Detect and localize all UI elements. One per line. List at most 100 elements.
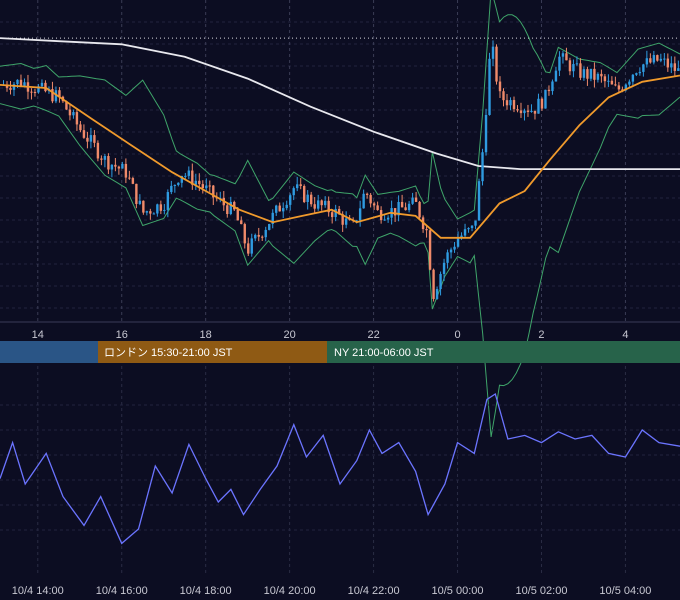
candle-body [502,91,505,101]
candle-body [12,84,16,90]
candle-body [121,163,124,169]
candle-body [264,229,267,238]
candle-body [537,98,540,114]
candle-body [198,180,201,185]
candle-body [376,205,379,211]
osc-x-tick-label: 10/4 22:00 [348,585,400,597]
candle-body [233,201,236,210]
candle-body [177,182,180,185]
candle-body [547,89,551,92]
candle-body [58,90,61,97]
candle-body [44,82,47,92]
candle-body [463,229,467,236]
candle-body [610,80,614,85]
candle-body [666,58,670,68]
candle-body [481,152,484,182]
candle-body [247,243,250,254]
candle-body [187,170,191,176]
candle-body [505,100,509,106]
candle-body [292,188,295,196]
candle-body [37,86,40,93]
candle-body [572,64,575,72]
candle-body [341,214,344,225]
candle-body [54,90,58,102]
candle-body [330,212,334,218]
slow-moving-average [0,37,680,170]
osc-x-tick-label: 10/4 16:00 [96,585,148,597]
candle-body [9,87,12,90]
candle-body [205,185,208,189]
candle-body [135,183,138,204]
candle-body [173,184,177,186]
candle-body [600,73,603,77]
candle-body [306,194,309,203]
candle-body [442,262,446,274]
candle-body [166,192,170,210]
fast-ma-line [0,74,680,239]
grid-lines [0,21,680,323]
candle-body [673,63,677,71]
candle-body [128,177,131,179]
candle-body [191,170,194,185]
candle-body [240,220,243,225]
candle-body [117,166,121,169]
candle-body [453,246,456,250]
candle-body [603,76,607,82]
candle-body [201,184,204,189]
candle-body [526,110,530,112]
candle-body [656,55,659,61]
candle-body [663,58,666,60]
candle-body [383,219,386,221]
candle-body [337,208,341,215]
candle-body [638,71,642,74]
candle-body [124,163,128,178]
candle-body [33,92,37,94]
candle-body [369,194,372,204]
candle-body [568,60,572,72]
price-x-tick-label: 18 [200,329,212,341]
candle-body [278,205,281,212]
candle-body [558,56,561,71]
candle-body [474,220,477,226]
candle-body [334,208,337,218]
candle-body [439,273,442,290]
candle-body [316,200,320,209]
day-separator-lines [37,0,626,575]
candle-body [407,203,411,211]
candle-body [565,53,568,61]
candle-body [114,164,117,167]
candle-body [19,79,23,86]
candle-body [467,228,470,230]
candle-body [194,180,198,185]
candle-body [296,184,299,189]
price-x-tick-label: 20 [284,329,296,341]
candle-body [456,238,460,247]
candle-body [229,201,232,215]
candle-body [75,112,79,125]
candle-body [184,175,187,177]
candle-body [250,238,253,254]
candle-body [393,208,397,216]
osc-x-tick-label: 10/5 00:00 [432,585,484,597]
candle-body [82,130,86,138]
candle-body [523,110,526,114]
candle-body [404,207,407,211]
candle-body [152,213,156,215]
candle-body [344,218,348,225]
oscillator-grid [0,404,680,531]
candle-body [365,193,369,195]
candle-body [607,80,610,82]
candle-body [138,200,142,204]
candle-body [631,74,635,82]
price-x-tick-label: 0 [454,329,460,341]
price-x-tick-label: 22 [367,329,379,341]
candle-body [677,68,680,71]
candle-body [309,194,313,205]
candle-body [425,229,428,231]
candle-body [509,100,512,106]
osc-x-tick-label: 10/5 02:00 [515,585,567,597]
candle-body [400,201,404,208]
candle-body [93,135,96,143]
